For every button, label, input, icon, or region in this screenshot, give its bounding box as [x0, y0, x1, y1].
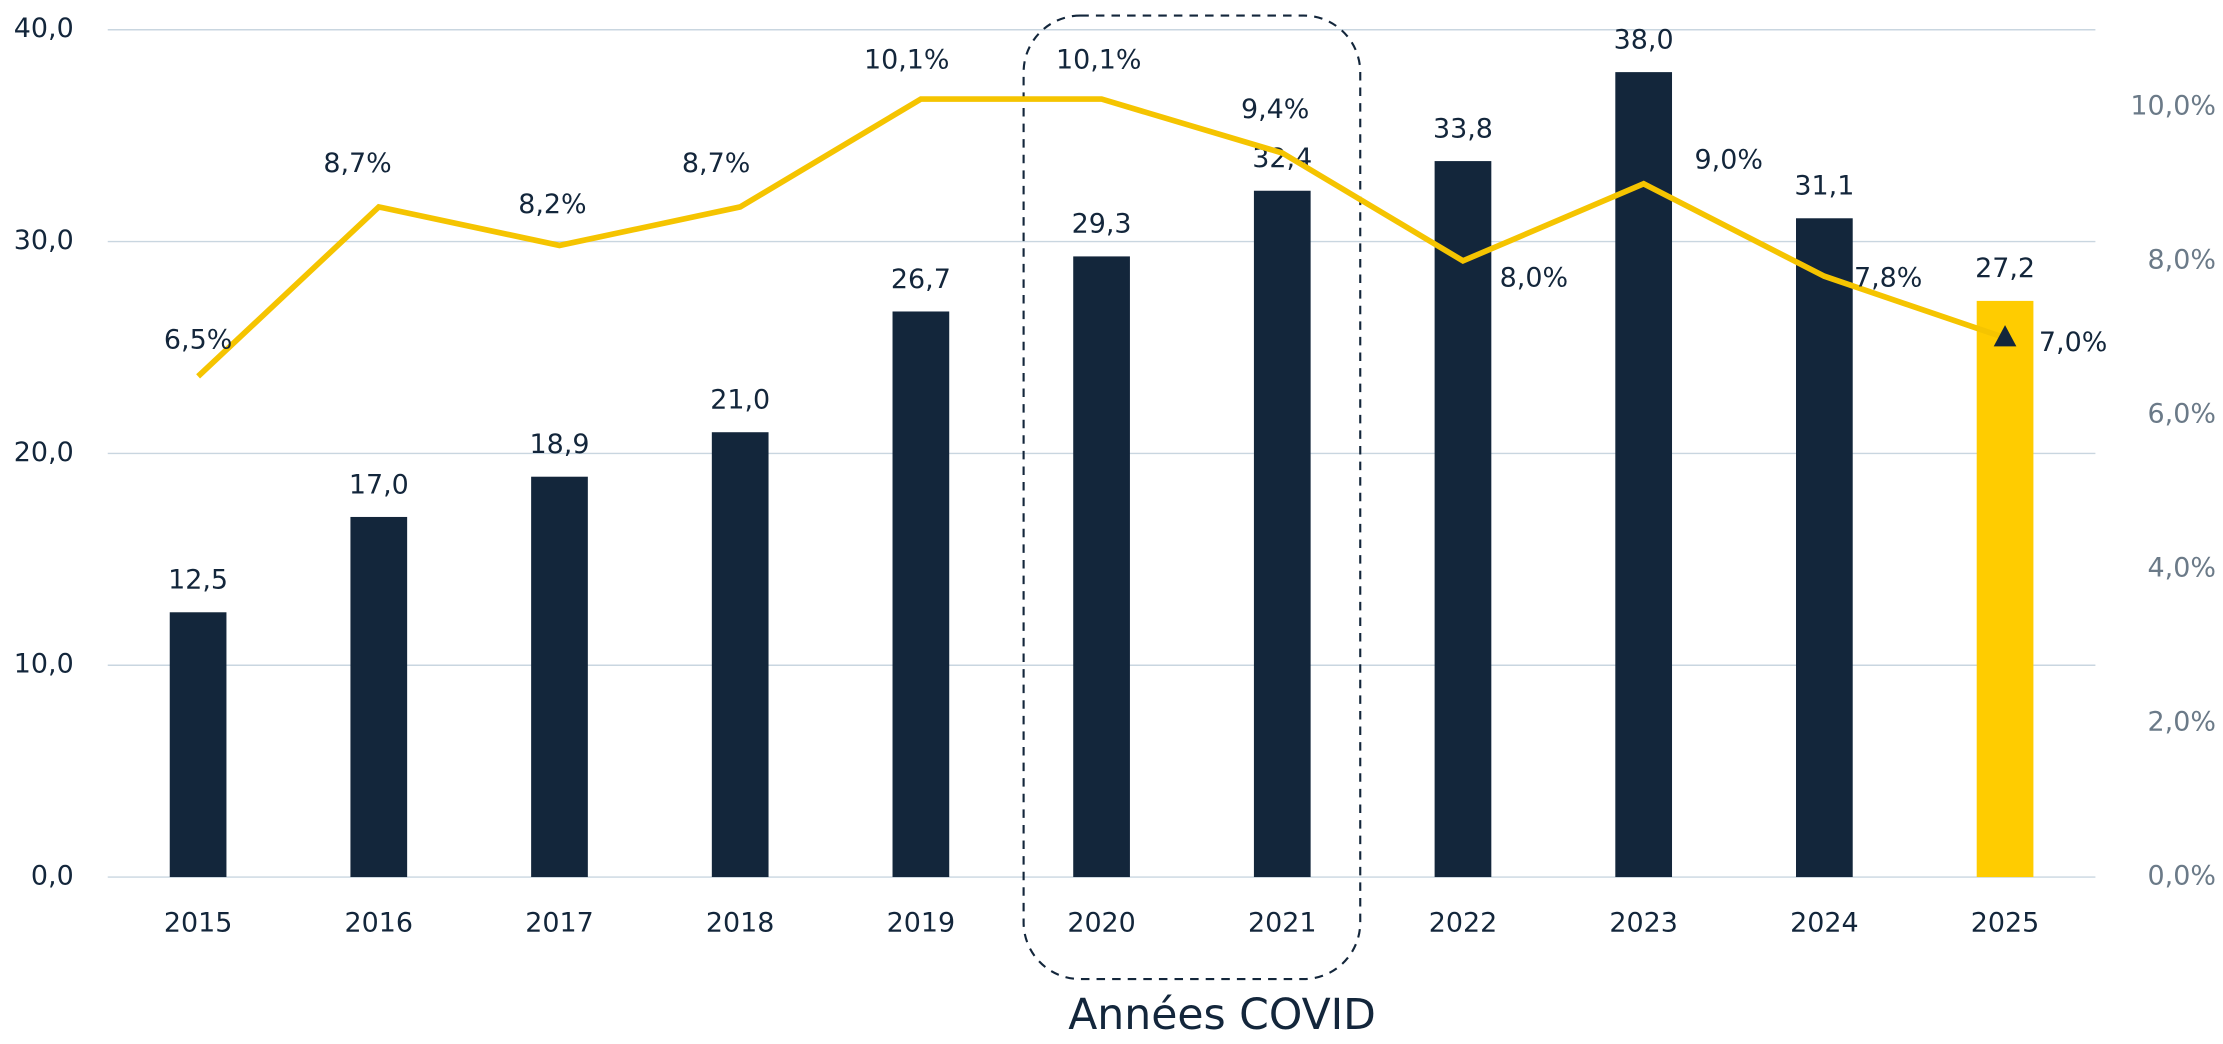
- line-value-label: 7,8%: [1854, 263, 1922, 294]
- covid-box: [1022, 14, 1362, 981]
- line-value-label: 9,0%: [1695, 145, 1763, 176]
- line-value-label: 7,0%: [2039, 327, 2107, 358]
- line-value-label: 10,1%: [1056, 44, 1142, 75]
- line: [196, 96, 2006, 379]
- x-tick-label: 2023: [1609, 907, 1678, 938]
- bar: [350, 516, 408, 878]
- line-value-label: 8,7%: [682, 148, 750, 179]
- bar-value-label: 26,7: [891, 264, 951, 295]
- bar: [531, 476, 588, 878]
- bar-value-label: 27,2: [1975, 253, 2035, 284]
- x-tick-label: 2019: [887, 907, 956, 938]
- bar-value-label: 33,8: [1433, 113, 1493, 144]
- x-tick-label: 2016: [345, 907, 414, 938]
- bar: [892, 311, 950, 878]
- bar: [1615, 72, 1673, 878]
- y-tick-label: 30,0: [14, 225, 74, 256]
- bar: [1073, 256, 1130, 878]
- y-tick-label: 20,0: [14, 437, 74, 468]
- line-value-label: 8,0%: [1500, 263, 1568, 294]
- line-value-label: 8,7%: [323, 148, 391, 179]
- y2-tick-label: 2,0%: [2148, 707, 2216, 738]
- bar-value-label: 31,1: [1794, 171, 1854, 202]
- y-tick-label: 40,0: [14, 13, 74, 44]
- line-value-label: 9,4%: [1241, 94, 1309, 125]
- x-tick-label: 2017: [525, 907, 594, 938]
- y2-tick-label: 6,0%: [2148, 398, 2216, 429]
- bar-value-label: 29,3: [1072, 209, 1132, 240]
- x-tick-label: 2025: [1971, 907, 2040, 938]
- bar: [1796, 218, 1853, 878]
- bar-value-label: 12,5: [168, 565, 228, 596]
- line-value-label: 8,2%: [518, 189, 586, 220]
- x-tick-label: 2024: [1790, 907, 1859, 938]
- x-tick-label: 2022: [1429, 907, 1498, 938]
- bar: [711, 432, 769, 878]
- y2-tick-label: 10,0%: [2130, 90, 2216, 121]
- bar-value-label: 38,0: [1614, 24, 1674, 55]
- bar: [1253, 190, 1311, 878]
- y2-tick-label: 0,0%: [2148, 861, 2216, 892]
- bar-value-label: 18,9: [530, 429, 590, 460]
- x-tick-label: 2021: [1248, 907, 1317, 938]
- x-tick-label: 2018: [706, 907, 775, 938]
- x-tick-label: 2015: [164, 907, 233, 938]
- y-tick-label: 0,0: [31, 861, 74, 892]
- bar: [169, 612, 227, 878]
- line-marker: [1993, 325, 2017, 347]
- y-tick-label: 10,0: [14, 649, 74, 680]
- line-value-label: 10,1%: [864, 44, 950, 75]
- x-tick-label: 2020: [1067, 907, 1136, 938]
- bar: [1434, 161, 1492, 878]
- line-value-label: 6,5%: [164, 324, 232, 355]
- annotation: Années COVID: [1068, 991, 1376, 1040]
- y2-tick-label: 4,0%: [2148, 552, 2216, 583]
- bar-value-label: 17,0: [349, 469, 409, 500]
- bar: [1976, 300, 2034, 878]
- y2-tick-label: 8,0%: [2148, 244, 2216, 275]
- bar-value-label: 21,0: [710, 385, 770, 416]
